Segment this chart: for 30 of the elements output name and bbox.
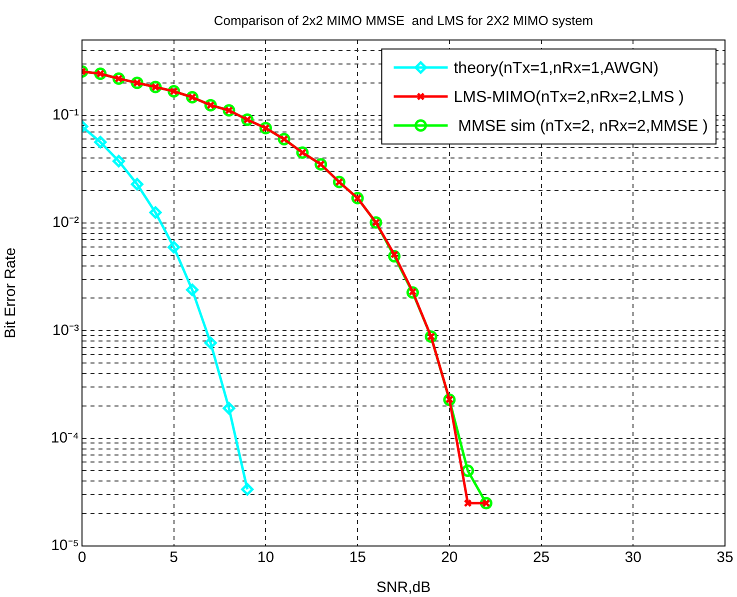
chart-title: Comparison of 2x2 MIMO MMSE and LMS for 2X2 MIMO system	[214, 13, 594, 28]
x-axis-title: SNR,dB	[376, 579, 431, 596]
y-tick-label: 10⁻⁵	[51, 537, 79, 554]
x-tick-label: 5	[170, 549, 178, 566]
legend-label: MMSE sim (nTx=2, nRx=2,MMSE )	[454, 118, 708, 135]
point	[168, 240, 180, 254]
point	[480, 496, 492, 510]
point	[222, 402, 236, 415]
y-axis-title: Bit Error Rate	[2, 248, 20, 338]
point	[186, 284, 198, 296]
y-tick-label: 10⁻²	[52, 214, 79, 232]
x-tick-label: 20	[441, 549, 458, 566]
point	[149, 206, 162, 219]
x-tick-label: 25	[532, 549, 550, 566]
y-tick-label: 10⁻⁴	[50, 429, 79, 446]
y-tick-label: 10⁻³	[52, 322, 79, 339]
x-tick-label: 15	[349, 549, 366, 566]
x-tick-label: 30	[624, 549, 642, 566]
point	[94, 136, 107, 148]
x-tick-label: 0	[78, 549, 86, 566]
point	[112, 154, 125, 168]
point	[204, 336, 217, 350]
point	[241, 483, 254, 496]
y-tick-label: 10⁻¹	[52, 106, 79, 124]
legend-label: theory(nTx=1,nRx=1,AWGN)	[454, 60, 659, 77]
legend-label: LMS-MIMO(nTx=2,nRx=2,LMS )	[454, 88, 684, 106]
point	[130, 178, 144, 190]
x-tick-label: 10	[257, 549, 274, 566]
x-tick-label: 35	[716, 549, 734, 566]
point	[464, 499, 472, 508]
